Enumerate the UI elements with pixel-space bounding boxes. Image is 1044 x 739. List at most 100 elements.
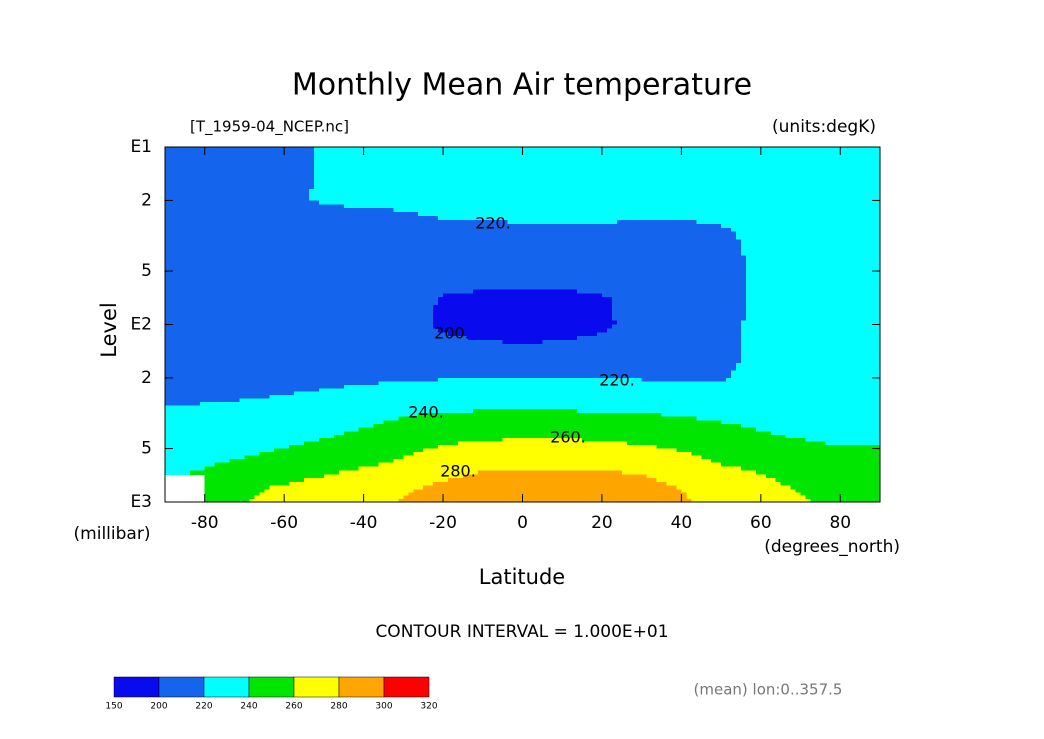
cell-part <box>244 235 251 241</box>
cell-part <box>870 243 876 249</box>
cell-part <box>855 227 861 233</box>
cell-part <box>760 185 767 190</box>
cell-part <box>810 154 817 160</box>
cell-part <box>740 196 747 202</box>
cell-part <box>264 185 270 190</box>
cell-part <box>343 235 350 241</box>
cell-part <box>224 271 231 276</box>
cell-part <box>840 247 846 252</box>
cell-part <box>626 255 633 260</box>
cell-part <box>472 216 479 221</box>
cell-part <box>522 208 529 213</box>
cell-part <box>443 154 449 160</box>
cell-part <box>731 154 737 160</box>
cell-part <box>244 192 251 198</box>
cell-part <box>398 154 404 160</box>
cell-part <box>616 251 623 256</box>
cell-part <box>358 196 365 202</box>
cell-part <box>770 219 777 225</box>
cell-part <box>274 169 280 175</box>
cell-part <box>323 212 330 217</box>
cell-part <box>403 255 409 260</box>
cell-part <box>845 216 851 221</box>
cell-part <box>592 200 598 205</box>
cell-part <box>721 166 727 171</box>
cell-part <box>269 162 275 167</box>
cell-part <box>785 188 792 194</box>
cell-part <box>343 227 350 233</box>
cell-part <box>428 147 434 152</box>
cell-part <box>606 255 613 260</box>
cell-part <box>169 239 176 245</box>
cell-part <box>328 154 335 160</box>
cell <box>522 231 563 272</box>
cell-part <box>726 162 732 167</box>
cell-part <box>557 158 563 163</box>
cell-part <box>418 150 424 156</box>
cell-part <box>716 255 722 260</box>
cell-part <box>621 208 628 213</box>
cell-part <box>582 212 588 217</box>
cell-part <box>209 196 216 202</box>
cell-part <box>721 150 727 156</box>
cell-part <box>775 212 782 217</box>
cell-part <box>666 173 673 179</box>
cell-part <box>527 196 534 202</box>
cell-part <box>403 208 409 213</box>
cell-part <box>229 227 236 233</box>
cell-part <box>567 200 573 205</box>
cell-part <box>760 243 767 249</box>
cell-part <box>631 251 638 256</box>
cell-part <box>472 239 479 245</box>
cell-part <box>244 282 251 287</box>
cell-part <box>249 231 255 237</box>
cell-part <box>393 239 399 245</box>
cell-part <box>840 188 846 194</box>
cell-part <box>294 216 300 221</box>
cell-part <box>760 196 767 202</box>
cell-part <box>681 177 687 182</box>
cell-part <box>299 177 305 182</box>
cell-part <box>810 239 817 245</box>
cell-part <box>209 169 216 175</box>
cell-part <box>204 147 211 152</box>
cell-part <box>169 223 176 229</box>
cell-part <box>840 216 846 221</box>
cell-part <box>214 223 221 229</box>
cell-part <box>596 267 603 272</box>
cell-part <box>755 235 762 241</box>
cell-part <box>472 185 479 190</box>
cell-part <box>711 219 717 225</box>
cell-part <box>750 177 757 182</box>
cell-part <box>596 216 603 221</box>
cell-part <box>189 259 196 264</box>
cell-part <box>850 173 856 179</box>
cell-part <box>512 204 519 209</box>
cell-part <box>169 289 176 294</box>
cell <box>363 147 404 202</box>
cell-part <box>800 259 807 264</box>
cell-part <box>433 219 439 225</box>
cell-part <box>249 278 255 283</box>
cell-part <box>711 158 717 163</box>
cell-part <box>184 177 191 182</box>
cell-part <box>388 219 395 225</box>
cell-part <box>701 200 707 205</box>
cell-part <box>249 208 255 213</box>
cell-part <box>736 177 742 182</box>
cell-part <box>304 223 310 229</box>
cell-part <box>462 181 469 186</box>
cell-part <box>413 200 419 205</box>
cell-part <box>269 212 275 217</box>
cell-part <box>323 196 330 202</box>
cell-part <box>428 219 434 225</box>
cell-part <box>537 150 543 156</box>
cell-part <box>299 293 305 298</box>
cell-part <box>428 255 434 260</box>
cell-part <box>547 255 553 260</box>
cell-part <box>661 255 668 260</box>
cell-part <box>462 162 469 167</box>
cell-part <box>443 212 449 217</box>
cell-part <box>557 173 563 179</box>
cell-part <box>249 282 255 287</box>
